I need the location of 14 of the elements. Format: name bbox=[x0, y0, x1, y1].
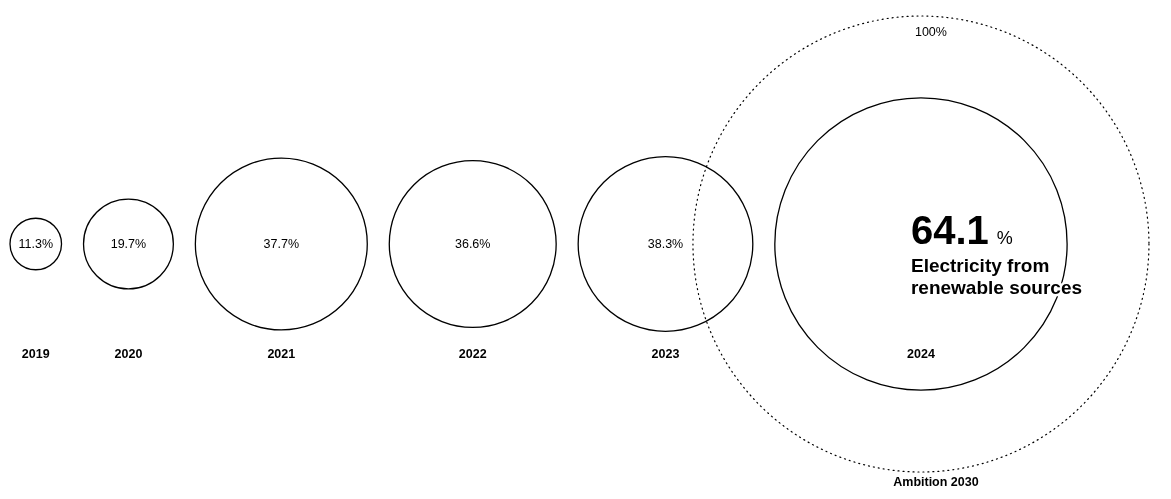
data-label: 38.3% bbox=[647, 237, 684, 251]
legend-label: Ambition 2030 bbox=[893, 475, 979, 489]
data-label: 100% bbox=[914, 25, 947, 39]
data-label: 64.1 % bbox=[910, 208, 1013, 252]
category-label: 2023 bbox=[651, 347, 680, 361]
category-label: 2020 bbox=[114, 347, 143, 361]
data-label: 37.7% bbox=[263, 237, 300, 251]
category-label: 2024 bbox=[907, 347, 935, 361]
data-label: 36.6% bbox=[454, 237, 491, 251]
category-label: 2019 bbox=[21, 347, 50, 361]
category-label: 2022 bbox=[458, 347, 487, 361]
data-label: 11.3% bbox=[18, 237, 54, 251]
category-label: 2021 bbox=[267, 347, 296, 361]
data-label: 19.7% bbox=[110, 237, 147, 251]
